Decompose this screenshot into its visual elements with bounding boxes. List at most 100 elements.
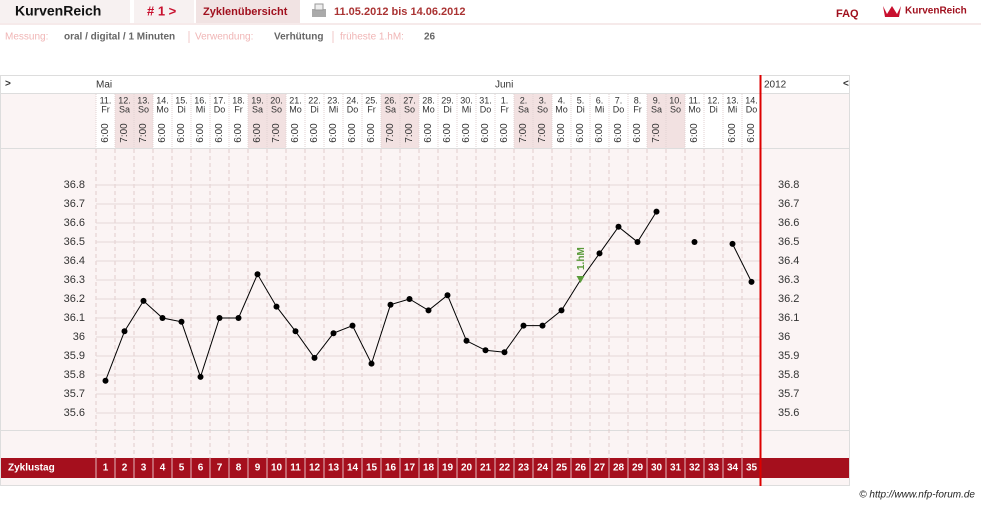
weekday: Di: [576, 104, 585, 114]
brand[interactable]: KurvenReich: [905, 6, 967, 17]
x-tick-label: 7: [217, 463, 223, 474]
y-tick-label: 35.9: [64, 350, 85, 362]
time: 6:00: [746, 123, 757, 143]
point: [596, 250, 603, 257]
day: 27.: [403, 95, 416, 105]
weekday: So: [271, 104, 282, 114]
x-tick-label: 16: [385, 463, 397, 474]
time: 6:00: [252, 123, 263, 143]
day: 18.: [232, 95, 245, 105]
x-tick-label: 30: [651, 463, 663, 474]
y2-tick-label: 36.5: [778, 236, 799, 248]
x-tick-label: 20: [461, 463, 473, 474]
point: [729, 240, 736, 247]
first-hm: 26: [424, 32, 436, 43]
day: 12.: [707, 95, 720, 105]
y-tick-label: 36.3: [64, 274, 85, 286]
x-tick-label: 5: [179, 463, 185, 474]
x-tick-label: 6: [198, 463, 204, 474]
weekday: Sa: [385, 104, 396, 114]
x-tick-label: 33: [708, 463, 720, 474]
x-tick-label: 32: [689, 463, 701, 474]
y2-tick-label: 36: [778, 331, 790, 343]
y-tick-label: 36.5: [64, 236, 85, 248]
weekday: Di: [310, 104, 319, 114]
tab[interactable]: Zyklenübersicht: [203, 6, 288, 18]
x-tick-label: 19: [442, 463, 454, 474]
weekday: Di: [177, 104, 186, 114]
point: [311, 354, 318, 361]
point: [444, 292, 451, 299]
weekday: So: [537, 104, 548, 114]
printer-body: [312, 9, 326, 17]
nav-prev[interactable]: >: [5, 79, 11, 90]
cycle-nav[interactable]: # 1 >: [147, 3, 177, 18]
weekday: Do: [347, 104, 359, 114]
time: 7:00: [119, 123, 130, 143]
weekday: So: [138, 104, 149, 114]
time: 6:00: [290, 123, 301, 143]
point: [216, 315, 223, 321]
x-tick-label: 18: [423, 463, 435, 474]
day: 30.: [460, 95, 473, 105]
weekday: Fr: [633, 104, 642, 114]
weekday: Mo: [289, 104, 302, 114]
weekday: Do: [746, 104, 758, 114]
day: 23.: [327, 95, 340, 105]
weekday: Sa: [518, 104, 529, 114]
y2-tick-label: 36.6: [778, 217, 799, 229]
day: 11.: [689, 95, 701, 105]
y2-tick-label: 35.9: [778, 350, 799, 362]
weekend-cell: [533, 94, 552, 148]
point: [330, 330, 337, 337]
point: [368, 360, 375, 367]
x-tick-label: 9: [255, 463, 261, 474]
point: [140, 297, 147, 304]
x-tick-label: 28: [613, 463, 625, 474]
weekday: Mo: [688, 104, 701, 114]
time: 6:00: [461, 123, 472, 143]
logo: KurvenReich: [15, 3, 101, 19]
y2-tick-label: 36.1: [778, 312, 799, 324]
point: [159, 315, 166, 321]
day: 11.: [100, 95, 112, 105]
faq[interactable]: FAQ: [836, 8, 859, 20]
x-tick-label: 35: [746, 463, 758, 474]
weekday: Mi: [462, 104, 472, 114]
nav-next[interactable]: <: [843, 79, 849, 90]
time: 6:00: [214, 123, 225, 143]
x-tick-label: 27: [594, 463, 606, 474]
y-tick-label: 36.4: [64, 255, 85, 267]
time: 7:00: [404, 123, 415, 143]
weekday: Mi: [595, 104, 605, 114]
date-range: 11.05.2012 bis 14.06.2012: [334, 6, 466, 18]
print-icon[interactable]: [312, 3, 326, 17]
y-tick-label: 35.8: [64, 369, 85, 381]
time: 6:00: [613, 123, 624, 143]
weekday: So: [670, 104, 681, 114]
day: 10.: [669, 95, 682, 105]
point: [634, 239, 641, 245]
weekday: Fr: [500, 104, 509, 114]
x-tick-label: 15: [366, 463, 378, 474]
x-tick-label: 11: [290, 463, 301, 474]
time: 6:00: [347, 123, 358, 143]
day: 22.: [308, 95, 321, 105]
x-tick-label: 17: [404, 463, 416, 474]
usage-label: Verwendung:: [195, 32, 253, 43]
weekend-cell: [115, 94, 134, 148]
time: 6:00: [195, 123, 206, 143]
point: [653, 208, 660, 215]
point: [425, 307, 432, 314]
x-tick-label: 26: [575, 463, 587, 474]
time: 6:00: [499, 123, 510, 143]
time: 7:00: [651, 123, 662, 143]
point: [235, 315, 242, 321]
time: 6:00: [328, 123, 339, 143]
time: 6:00: [480, 123, 491, 143]
day: 8.: [634, 95, 642, 105]
x-tick-label: 34: [727, 463, 739, 474]
y2-tick-label: 35.6: [778, 407, 799, 419]
weekday: Di: [709, 104, 718, 114]
day: 31.: [479, 95, 492, 105]
